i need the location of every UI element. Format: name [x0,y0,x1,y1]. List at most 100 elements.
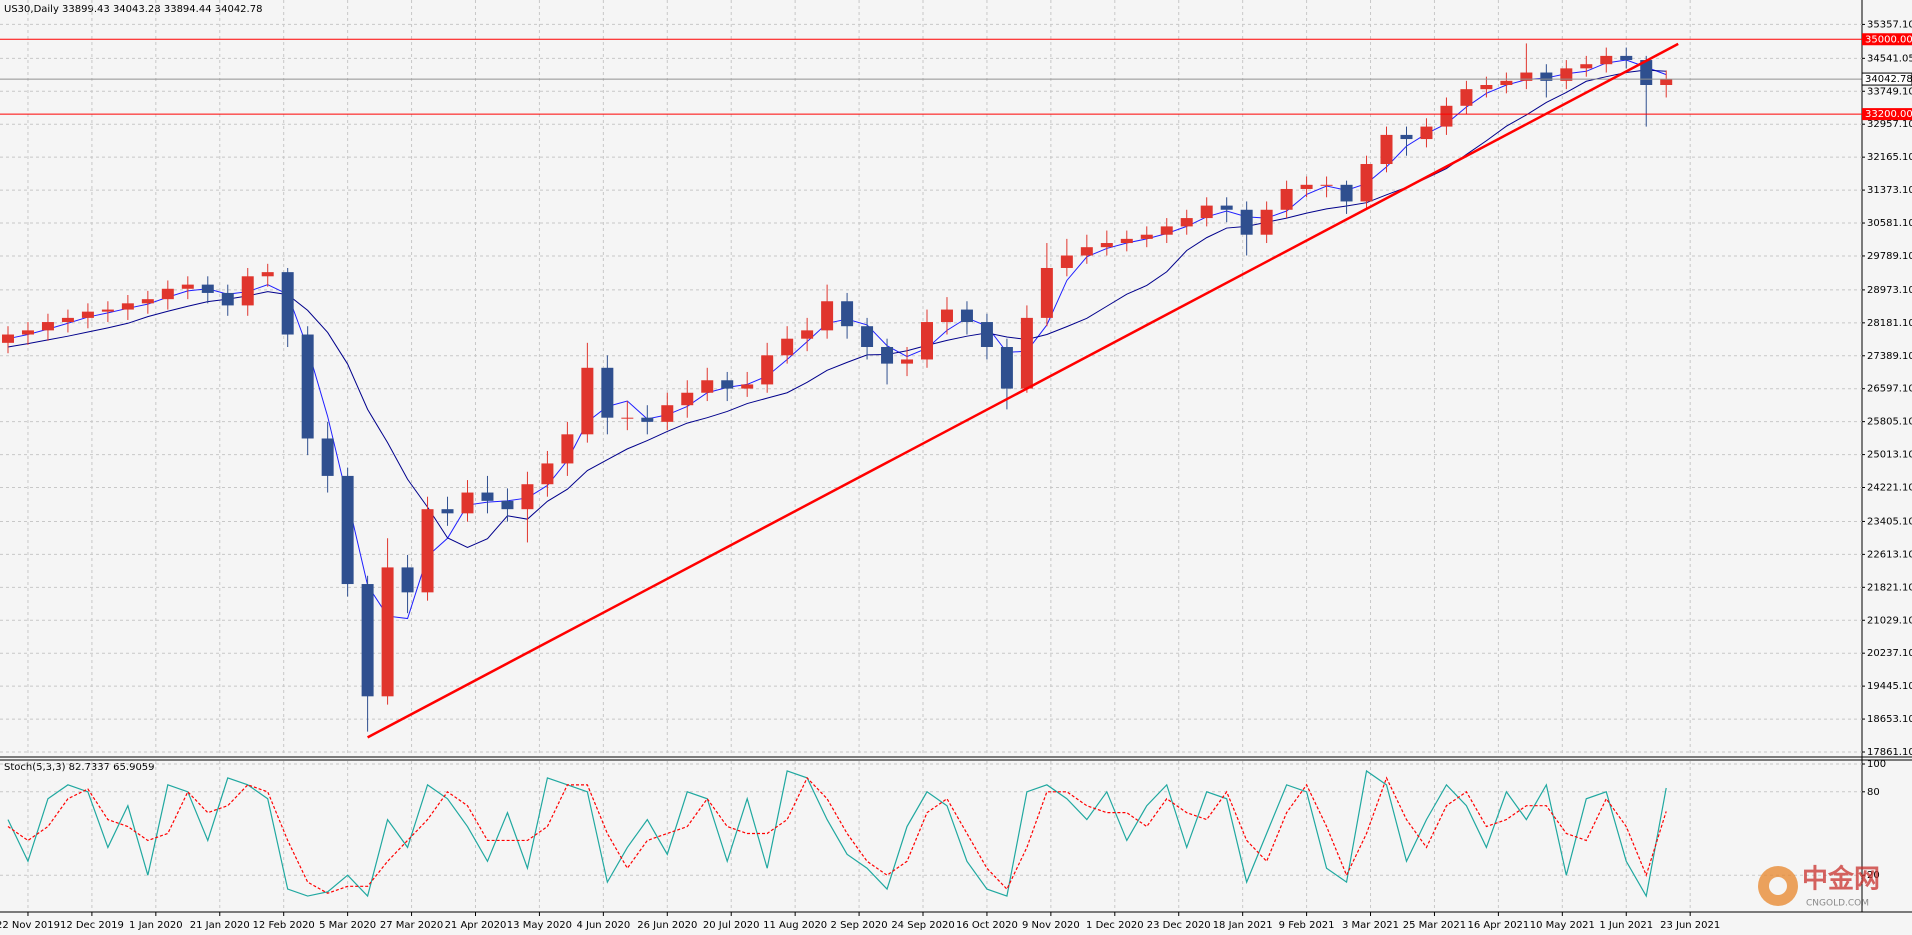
x-tick-label: 21 Apr 2020 [445,920,507,931]
level-label: 33200.00 [1865,109,1912,120]
candle-body [1060,255,1073,268]
indicator-title: Stoch(5,3,3) 82.7337 65.9059 [4,762,155,773]
y-tick-label: 29789.10 [1867,251,1912,262]
candle-body [301,334,314,439]
candle-body [721,380,734,389]
candle-body [201,284,214,293]
x-tick-label: 23 Dec 2020 [1147,920,1211,931]
candle-body [341,475,354,585]
candle-body [960,309,973,323]
last-price-box [1861,72,1912,86]
candle-body [361,584,374,697]
x-tick-label: 16 Oct 2020 [956,920,1018,931]
x-tick-label: 1 Jun 2021 [1599,920,1653,931]
candle-body [1180,218,1193,227]
y-tick-label: 30581.10 [1867,218,1912,229]
y-tick-label: 21029.10 [1867,615,1912,626]
y-tick-label: 28973.10 [1867,285,1912,296]
candle-body [1400,134,1413,140]
candle-body [1140,234,1153,239]
candle-body [581,367,594,435]
candle-body [1300,184,1313,189]
x-tick-label: 23 Jun 2021 [1660,920,1720,931]
candle-body [481,492,494,501]
y-tick-label: 21821.10 [1867,582,1912,593]
x-tick-label: 9 Feb 2021 [1279,920,1335,931]
candle-body [980,322,993,347]
candle-body [501,500,514,510]
candle-body [281,272,294,335]
candle-body [41,322,54,331]
x-tick-label: 18 Jan 2021 [1213,920,1273,931]
y-tick-label: 34541.05 [1867,53,1912,64]
watermark-name: 中金网 [1802,864,1880,895]
watermark-logo [1769,877,1787,895]
y-tick-label: 25805.10 [1867,417,1912,428]
candle-body [621,417,634,419]
candle-body [1,334,14,343]
candle-body [101,309,114,312]
candle-body [781,338,794,356]
x-tick-label: 10 May 2021 [1530,920,1595,931]
candle-body [1420,126,1433,140]
candle-body [1540,72,1553,81]
candle-body [681,392,694,406]
x-tick-label: 1 Jan 2020 [129,920,183,931]
candle-body [1240,209,1253,235]
y-tick-label: 17861.10 [1867,747,1912,758]
candle-body [1580,64,1593,69]
candle-body [901,359,914,364]
y-tick-label: 20237.10 [1867,648,1912,659]
candle-body [1660,79,1673,86]
candle-body [861,326,874,347]
y-tick-label: 24221.10 [1867,483,1912,494]
candle-body [881,346,894,364]
level-label-box [1862,33,1912,46]
candle-body [181,284,194,289]
candle-body [761,355,774,385]
candle-body [421,509,434,593]
candle-body [1480,85,1493,90]
y-tick-label: 22613.10 [1867,549,1912,560]
x-tick-label: 12 Dec 2019 [60,920,124,931]
level-label: 35000.00 [1865,34,1912,45]
candle-body [1120,238,1133,244]
y-tick-label: 27389.10 [1867,351,1912,362]
y-tick-label: 32165.10 [1867,152,1912,163]
candle-body [21,330,34,335]
candle-body [641,417,654,422]
candle-body [701,380,714,393]
y-tick-label: 32957.10 [1867,119,1912,130]
candle-body [121,303,134,310]
candle-body [661,405,674,422]
candle-body [1260,209,1273,235]
candle-body [521,484,534,510]
candle-body [1340,184,1353,202]
y-tick-label: 18653.10 [1867,714,1912,725]
candle-body [1100,243,1113,248]
candle-body [401,567,414,593]
candle-body [1620,55,1633,61]
candle-body [141,299,154,304]
candle-body [1500,80,1513,86]
indicator-line [7,776,1667,894]
candle-body [221,292,234,306]
candle-body [1380,134,1393,165]
y-tick-label: 28181.10 [1867,318,1912,329]
x-tick-label: 2 Sep 2020 [831,920,888,931]
candle-body [601,367,614,418]
candle-body [1080,247,1093,256]
watermark: 中金网 CNGOLD.COM [1758,864,1880,909]
candle-body [1000,346,1013,389]
candle-body [940,309,953,323]
x-tick-label: 27 Mar 2020 [380,920,443,931]
chart-title: US30,Daily 33899.43 34043.28 33894.44 34… [4,4,262,15]
candle-body [1220,205,1233,210]
y-tick-label: 35357.10 [1867,19,1912,30]
y-tick-label: 80 [1867,787,1880,798]
candle-body [161,288,174,300]
x-tick-label: 4 Jun 2020 [576,920,630,931]
candle-body [741,384,754,389]
x-tick-label: 9 Nov 2020 [1022,920,1080,931]
